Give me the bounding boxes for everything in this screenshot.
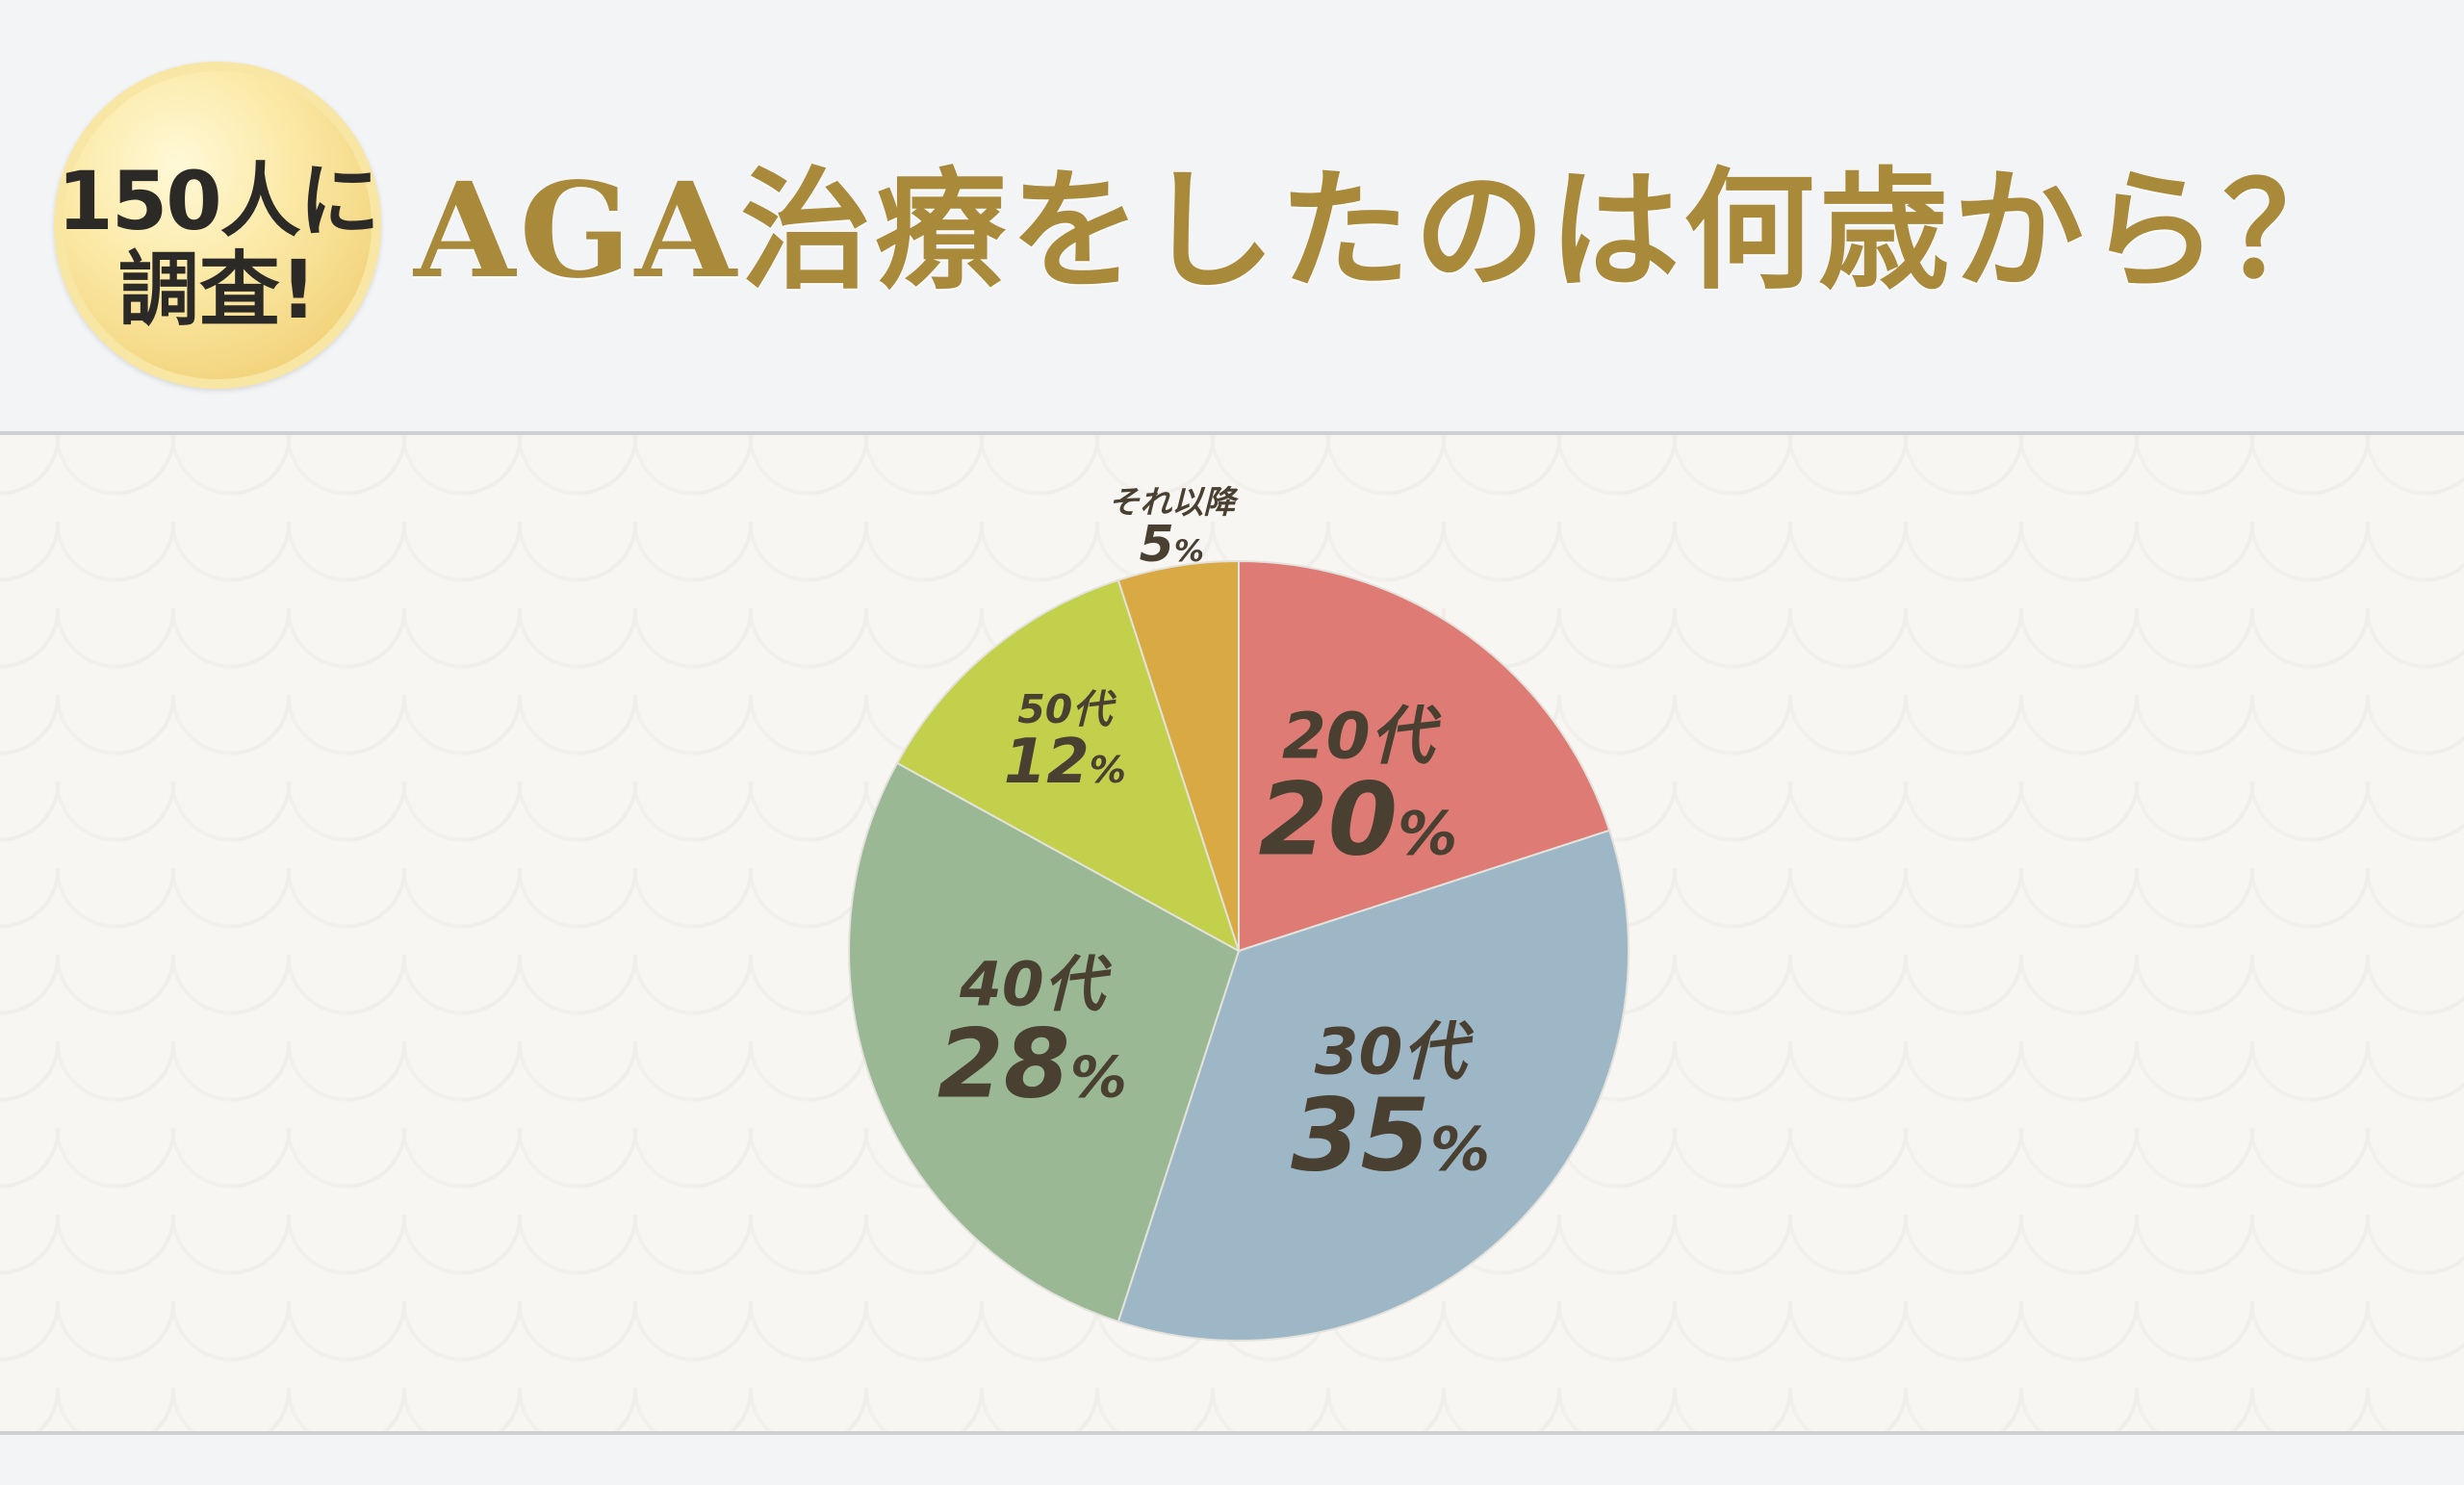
slice-label: 30代 [1315,1015,1475,1089]
slice-label: 40代 [959,949,1113,1019]
survey-badge: 150人に 調査! [54,62,381,389]
divider [0,1431,2464,1435]
footer [0,1435,2464,1485]
pie-slice [848,761,1241,1323]
pie-slice [895,578,1241,954]
slice-label: 50代 [1017,686,1116,732]
divider [0,431,2464,435]
pie-slice [1238,559,1611,953]
badge-line1: 150人に [57,154,379,248]
pie-slice [1116,829,1630,1342]
slice-value-label: 20% [1258,761,1457,879]
badge-line2: 調査! [117,243,318,337]
slice-label: 20代 [1282,700,1442,774]
page-title: AGA治療をしたのは何歳から？ [414,154,2358,308]
slice-value-label: 28% [937,1009,1127,1119]
header: 150人に 調査! AGA治療をしたのは何歳から？ [0,0,2464,431]
slice-value-label: 35% [1291,1077,1490,1194]
pie-slice [1116,559,1240,952]
slice-value-label: 5% [1140,516,1204,574]
slice-value-label: 12% [1004,727,1126,798]
slice-label: それ以降 [1108,483,1239,521]
